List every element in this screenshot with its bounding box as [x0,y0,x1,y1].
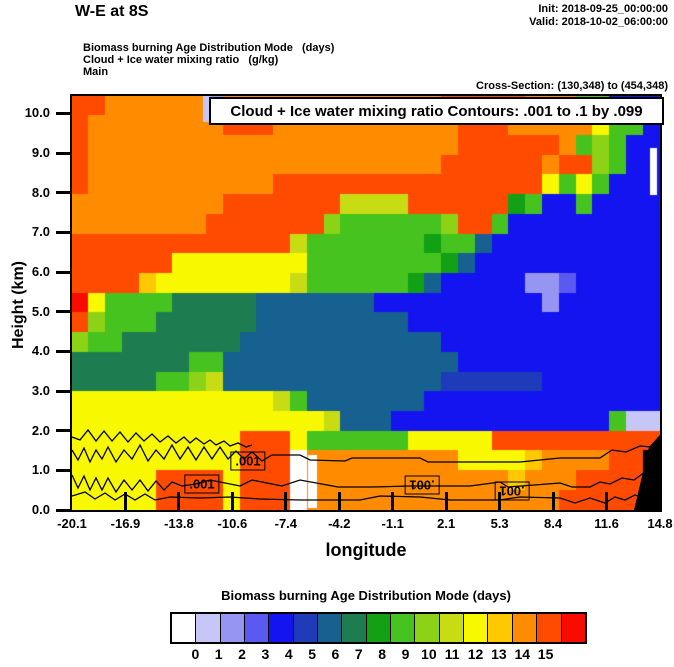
x-tick-label: -16.9 [110,516,141,531]
page-title: W-E at 8S [75,3,149,20]
colorbar-tick-label: 8 [378,646,387,662]
x-tick-label: 11.6 [594,516,619,531]
contour-label: .001 [404,475,440,495]
colorbar-tick-label: 4 [284,646,293,662]
x-axis-tick [123,492,127,510]
colorbar-cell [561,614,585,642]
colorbar-tick-label: 0 [191,646,200,662]
y-axis-tick [56,310,70,314]
x-tick-label: -20.1 [57,516,87,531]
y-tick-label: 5.0 [31,303,50,319]
y-axis-tick [56,230,70,234]
contour-info-box: Cloud + Ice water mixing ratio Contours:… [209,97,664,125]
colorbar-cell [342,614,367,642]
colorbar-title: Biomass burning Age Distribution Mode (d… [221,588,511,603]
colorbar-cell [220,614,246,642]
y-axis-tick [56,429,70,433]
colorbar-cell [512,614,538,642]
y-tick-label: 8.0 [31,184,50,200]
y-tick-label: 0.0 [31,502,50,517]
contour-label: .001 [230,451,266,471]
y-tick-label: 2.0 [31,422,50,438]
colorbar-tick-label: 5 [308,646,316,662]
colorbar-cell [439,614,465,642]
y-axis-tick [56,468,70,472]
colorbar-cell [245,614,270,642]
colorbar-cell [488,614,513,642]
x-tick-label: 2.1 [437,516,456,531]
x-axis-tick [391,492,395,510]
colorbar-cell [293,614,319,642]
init-timestamp: Init: 2018-09-25_00:00:00 [538,3,668,15]
colorbar-tick-label: 2 [238,646,246,662]
y-tick-label: 9.0 [31,145,50,161]
colorbar-tick-label: 10 [421,646,437,662]
y-tick-label: 4.0 [31,343,50,359]
y-tick-label: 6.0 [31,264,50,280]
valid-timestamp: Valid: 2018-10-02_06:00:00 [529,16,668,28]
y-axis-tick [56,191,70,195]
colorbar-cell [537,614,562,642]
y-tick-label: 7.0 [31,224,50,240]
y-axis-tick [56,349,70,353]
y-tick-label: 10.0 [24,105,50,121]
colorbar-cell [415,614,440,642]
colorbar-cell [391,614,416,642]
colorbar-cell [366,614,392,642]
y-axis-tick [56,111,70,115]
x-tick-label: -13.8 [164,516,194,531]
x-axis-tick [551,492,555,510]
x-axis-tick [337,492,341,510]
field-line-2: Cloud + Ice water mixing ratio (g/kg) [83,54,279,66]
timestamp-block: Init: 2018-09-25_00:00:00 Valid: 2018-10-… [529,3,668,29]
colorbar-tick-label: 13 [491,646,507,662]
colorbar-cell [318,614,343,642]
y-tick-label: 3.0 [31,383,50,399]
colorbar [170,612,587,644]
x-axis-tick [605,492,609,510]
field-description: Biomass burning Age Distribution Mode (d… [83,42,334,78]
colorbar-tick-label: 7 [354,646,363,662]
colorbar-cell [269,614,294,642]
x-axis-tick [444,492,448,510]
field-line-1: Biomass burning Age Distribution Mode (d… [83,42,335,54]
colorbar-tick-label: 9 [401,646,410,662]
colorbar-tick-label: 11 [444,646,460,662]
contour-label: .001 [184,474,220,494]
x-tick-label: 5.3 [490,516,509,531]
y-axis-tick [56,508,70,512]
y-axis-tick [56,389,70,393]
x-axis-tick [498,492,502,510]
colorbar-tick-label: 15 [537,646,554,662]
x-tick-label: -1.1 [381,516,404,531]
colorbar-cell [464,614,489,642]
cross-section-coords: Cross-Section: (130,348) to (454,348) [476,80,668,92]
y-tick-label: 1.0 [31,462,50,478]
x-tick-label: -10.6 [217,516,248,531]
cross-section-heatmap [72,96,660,510]
y-axis-tick [56,270,70,274]
colorbar-tick-label: 1 [214,646,223,662]
colorbar-tick-label: 14 [514,646,531,662]
x-tick-label: -4.2 [328,516,351,531]
x-axis-label: longitude [325,540,407,560]
x-tick-label: 8.4 [544,516,563,531]
colorbar-tick-label: 12 [467,646,484,662]
field-line-3: Main [83,66,109,78]
colorbar-cell [196,614,221,642]
x-axis-tick [177,492,181,510]
colorbar-tick-label: 6 [331,646,340,662]
x-tick-label: -7.4 [274,516,298,531]
x-tick-label: 14.8 [647,516,673,531]
colorbar-tick-label: 3 [261,646,270,662]
x-axis-tick [284,492,288,510]
colorbar-cell [172,614,197,642]
x-axis-tick [230,492,234,510]
y-axis-tick [56,151,70,155]
